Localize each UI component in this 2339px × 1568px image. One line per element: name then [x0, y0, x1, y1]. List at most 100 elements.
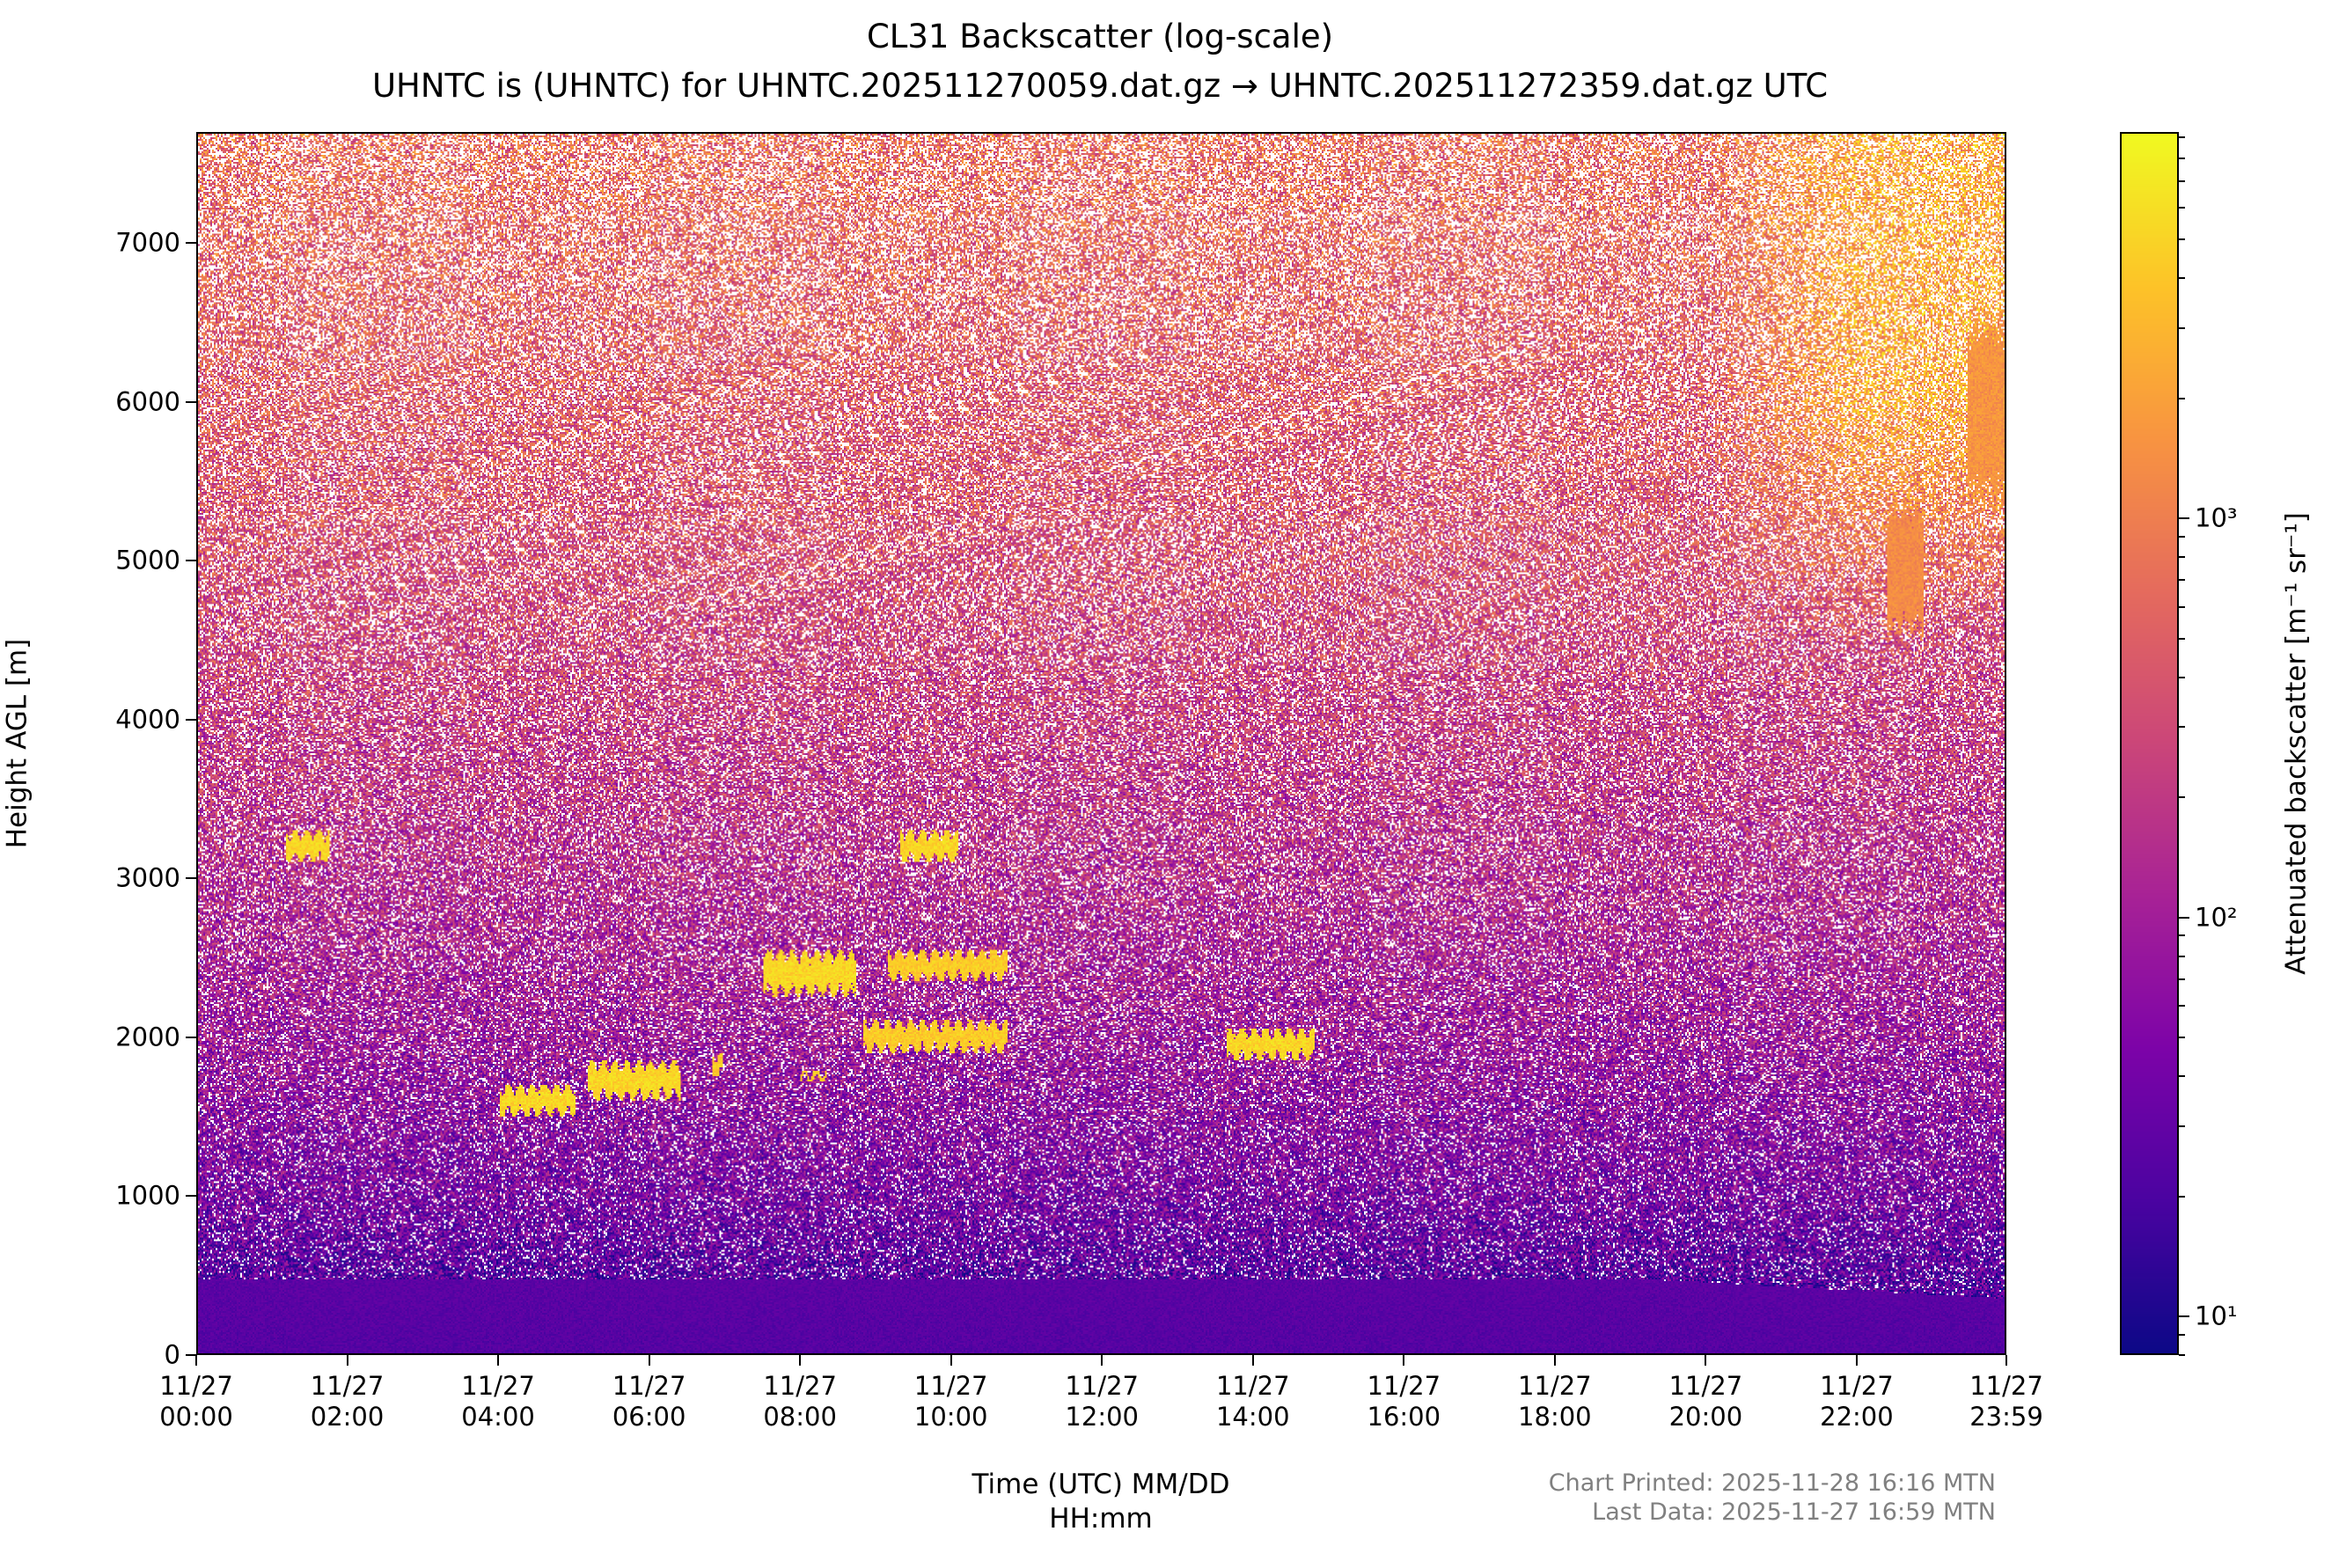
- colorbar-minor-tick: [2179, 978, 2185, 980]
- colorbar-minor-tick: [2179, 796, 2185, 799]
- y-tick-label: 3000: [115, 863, 180, 894]
- colorbar-major-tick: [2179, 1315, 2189, 1318]
- y-tick-label: 2000: [115, 1022, 180, 1052]
- y-tick-mark: [186, 718, 196, 721]
- colorbar-minor-tick: [2179, 605, 2185, 608]
- x-tick-label: 11/27 18:00: [1518, 1371, 1592, 1432]
- x-tick-label: 11/27 22:00: [1820, 1371, 1894, 1432]
- y-tick-mark: [186, 400, 196, 403]
- x-tick-date: 11/27: [1820, 1371, 1894, 1401]
- colorbar-minor-tick: [2179, 238, 2185, 241]
- x-tick-mark: [1251, 1355, 1254, 1366]
- colorbar-minor-tick: [2179, 676, 2185, 678]
- chart-title: CL31 Backscatter (log-scale): [866, 18, 1334, 55]
- x-tick-time: 12:00: [1065, 1401, 1140, 1432]
- colorbar-minor-tick: [2179, 397, 2185, 399]
- colorbar-minor-tick: [2179, 1037, 2185, 1039]
- colorbar-minor-tick: [2179, 955, 2185, 957]
- x-axis-title-line-2: HH:mm: [1049, 1502, 1153, 1535]
- x-tick-mark: [195, 1355, 197, 1366]
- x-tick-date: 11/27: [159, 1371, 233, 1401]
- x-tick-time: 22:00: [1820, 1401, 1894, 1432]
- x-tick-mark: [1101, 1355, 1104, 1366]
- colorbar: [2120, 132, 2179, 1355]
- colorbar-minor-tick: [2179, 157, 2185, 159]
- x-tick-label: 11/27 06:00: [612, 1371, 686, 1432]
- x-tick-time: 14:00: [1215, 1401, 1290, 1432]
- colorbar-tick-label: 10³: [2195, 502, 2238, 533]
- colorbar-tick-label: 10¹: [2195, 1301, 2238, 1331]
- x-tick-time: 08:00: [763, 1401, 837, 1432]
- x-tick-time: 18:00: [1518, 1401, 1592, 1432]
- y-tick-label: 0: [164, 1339, 180, 1370]
- colorbar-minor-tick: [2179, 1354, 2185, 1356]
- colorbar-minor-tick: [2179, 934, 2185, 937]
- colorbar-minor-tick: [2179, 326, 2185, 329]
- y-tick-mark: [186, 560, 196, 562]
- x-tick-mark: [1855, 1355, 1858, 1366]
- colorbar-gradient: [2122, 134, 2177, 1353]
- x-tick-mark: [1403, 1355, 1405, 1366]
- colorbar-minor-tick: [2179, 207, 2185, 209]
- x-tick-label: 11/27 14:00: [1216, 1371, 1290, 1432]
- colorbar-minor-tick: [2179, 535, 2185, 538]
- x-axis-title-line-1: Time (UTC) MM/DD: [972, 1469, 1230, 1500]
- x-tick-mark: [346, 1355, 348, 1366]
- x-tick-time: 20:00: [1668, 1401, 1743, 1432]
- y-tick-mark: [186, 1354, 196, 1356]
- x-tick-mark: [648, 1355, 650, 1366]
- x-tick-time: 10:00: [913, 1401, 988, 1432]
- colorbar-minor-tick: [2179, 637, 2185, 640]
- x-tick-label: 11/27 00:00: [159, 1371, 233, 1432]
- x-tick-label: 11/27 23:59: [1969, 1371, 2043, 1432]
- colorbar-minor-tick: [2179, 726, 2185, 729]
- colorbar-minor-tick: [2179, 1125, 2185, 1127]
- x-tick-label: 11/27 04:00: [461, 1371, 535, 1432]
- x-tick-date: 11/27: [1668, 1371, 1743, 1401]
- x-tick-date: 11/27: [1969, 1371, 2043, 1401]
- colorbar-major-tick: [2179, 517, 2189, 520]
- y-tick-label: 7000: [115, 227, 180, 258]
- x-tick-mark: [799, 1355, 802, 1366]
- x-tick-mark: [1553, 1355, 1556, 1366]
- colorbar-title: Attenuated backscatter [m⁻¹ sr⁻¹]: [2280, 512, 2313, 975]
- x-tick-label: 11/27 02:00: [311, 1371, 385, 1432]
- x-tick-date: 11/27: [310, 1371, 385, 1401]
- x-tick-time: 02:00: [310, 1401, 385, 1432]
- x-tick-label: 11/27 16:00: [1367, 1371, 1441, 1432]
- colorbar-major-tick: [2179, 916, 2189, 919]
- y-tick-mark: [186, 1036, 196, 1038]
- y-tick-label: 5000: [115, 545, 180, 575]
- y-tick-label: 1000: [115, 1181, 180, 1212]
- x-tick-time: 16:00: [1367, 1401, 1441, 1432]
- colorbar-minor-tick: [2179, 180, 2185, 182]
- x-tick-label: 11/27 08:00: [763, 1371, 837, 1432]
- y-tick-mark: [186, 1195, 196, 1198]
- colorbar-tick-label: 10²: [2195, 902, 2238, 933]
- colorbar-minor-tick: [2179, 579, 2185, 582]
- x-tick-date: 11/27: [1215, 1371, 1290, 1401]
- colorbar-minor-tick: [2179, 1075, 2185, 1078]
- x-tick-mark: [950, 1355, 952, 1366]
- x-tick-time: 04:00: [461, 1401, 535, 1432]
- chart-subtitle: UHNTC is (UHNTC) for UHNTC.202511270059.…: [371, 67, 1829, 105]
- x-tick-mark: [2005, 1355, 2007, 1366]
- x-tick-date: 11/27: [763, 1371, 837, 1401]
- plot-area: [196, 132, 2006, 1355]
- x-tick-date: 11/27: [1065, 1371, 1140, 1401]
- x-tick-date: 11/27: [1367, 1371, 1441, 1401]
- y-tick-label: 6000: [115, 386, 180, 417]
- x-tick-date: 11/27: [1518, 1371, 1592, 1401]
- x-axis-title: Time (UTC) MM/DD HH:mm: [972, 1468, 1230, 1536]
- colorbar-minor-tick: [2179, 1333, 2185, 1336]
- x-tick-label: 11/27 10:00: [914, 1371, 988, 1432]
- y-tick-label: 4000: [115, 704, 180, 735]
- x-tick-date: 11/27: [461, 1371, 535, 1401]
- colorbar-minor-tick: [2179, 136, 2185, 139]
- x-tick-time: 00:00: [159, 1401, 233, 1432]
- x-tick-mark: [1705, 1355, 1707, 1366]
- backscatter-heatmap: [198, 134, 2005, 1353]
- y-axis-title: Height AGL [m]: [1, 638, 33, 849]
- colorbar-minor-tick: [2179, 1005, 2185, 1007]
